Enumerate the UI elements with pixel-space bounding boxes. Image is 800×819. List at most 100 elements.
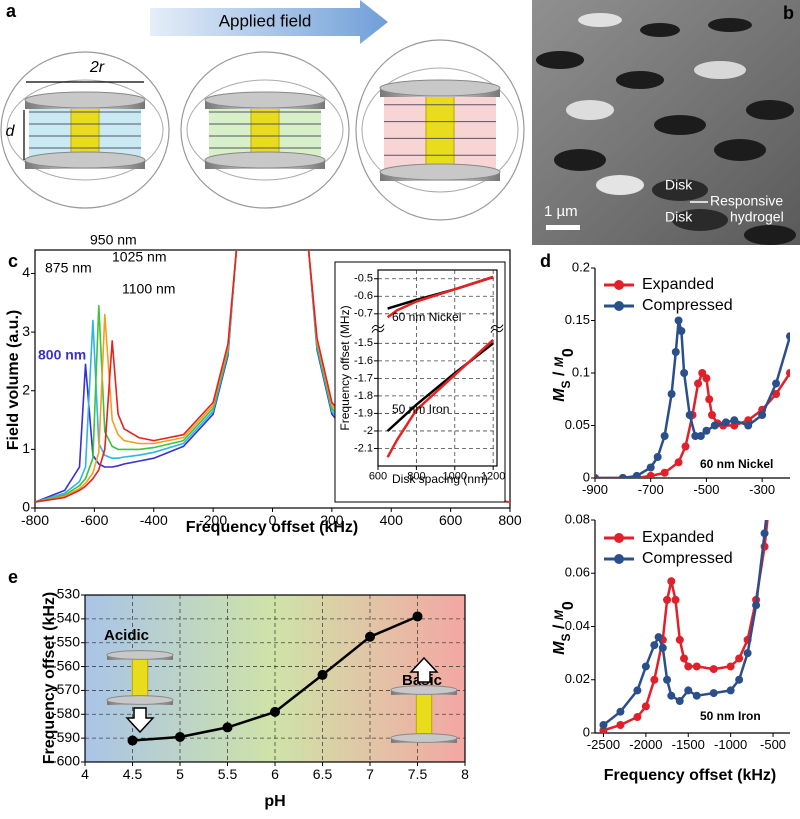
marker <box>685 411 694 419</box>
marker <box>702 426 711 435</box>
marker <box>708 411 716 419</box>
y-axis-label: Frequency offset (kHz) <box>41 592 58 764</box>
y-tick-label: -0.7 <box>354 308 373 320</box>
x-tick-label: 200 <box>320 512 344 528</box>
y-tick-label: -1.8 <box>354 390 373 402</box>
y-tick-label: 2 <box>22 381 30 397</box>
disk-face <box>390 733 458 743</box>
y-tick-label: -540 <box>52 610 80 626</box>
x-tick-label: 400 <box>380 512 404 528</box>
x-tick-label: 4.5 <box>123 766 143 782</box>
marker <box>709 689 718 698</box>
marker <box>696 432 705 440</box>
marker <box>616 721 625 730</box>
y-axis-label: MS / M0 <box>551 601 577 655</box>
sem-disk <box>652 179 708 201</box>
ph-arrow <box>125 707 155 734</box>
sem-disk <box>654 115 706 135</box>
marker <box>618 474 627 478</box>
marker <box>646 471 655 478</box>
marker <box>270 706 280 717</box>
marker <box>692 691 701 700</box>
marker <box>595 474 599 478</box>
y-tick-label: 0 <box>583 724 590 739</box>
x-tick-label: 0 <box>269 512 277 528</box>
sem-disk <box>596 175 644 195</box>
marker <box>735 675 744 684</box>
field-loop <box>355 39 525 221</box>
y-tick-label: -1.9 <box>354 407 373 419</box>
marker <box>752 601 761 610</box>
marker <box>616 707 625 716</box>
x-tick-label: 6 <box>271 766 279 782</box>
sem-disk <box>578 13 622 27</box>
x-tick-label: -1000 <box>714 737 747 752</box>
marker <box>222 722 233 733</box>
sem-disk <box>554 149 606 171</box>
marker <box>772 390 781 398</box>
marker <box>721 418 730 427</box>
marker <box>786 332 790 341</box>
x-tick-label: 1000 <box>443 470 467 482</box>
marker <box>599 721 608 730</box>
x-axis-label: pH <box>264 793 285 810</box>
annotation: 50 nm Iron <box>700 709 761 723</box>
legend-label: Compressed <box>642 297 733 314</box>
sem-disk <box>640 23 680 37</box>
plot-frame <box>84 594 466 763</box>
y-tick-label: 0.02 <box>565 671 590 686</box>
y-tick-label: 3 <box>22 323 30 339</box>
disk-face <box>379 163 501 181</box>
y-tick-label: 4 <box>22 264 30 280</box>
marker <box>744 421 753 430</box>
ph-arrow <box>409 656 439 683</box>
x-axis-label: Disk spacing (nm) <box>392 472 488 486</box>
marker <box>684 662 693 671</box>
marker <box>663 595 672 604</box>
y-tick-label: -590 <box>52 729 80 745</box>
series-label: 1025 nm <box>112 249 166 265</box>
sem-disk <box>616 71 664 89</box>
sem-disk <box>672 209 728 231</box>
y-tick-label: 0 <box>22 499 30 515</box>
series-line <box>386 338 495 458</box>
y-tick-label: -0.6 <box>354 290 373 302</box>
y-tick-label: 0.08 <box>565 511 590 526</box>
field-loop <box>0 51 170 209</box>
legend-label: Expanded <box>642 529 714 546</box>
plot-frame <box>377 269 498 467</box>
series-label: 950 nm <box>90 232 137 248</box>
marker <box>660 432 669 440</box>
marker <box>654 633 663 642</box>
x-tick-label: -900 <box>582 482 608 497</box>
series-line <box>595 319 790 478</box>
marker <box>641 662 650 671</box>
marker <box>710 421 719 430</box>
y-axis-label-part: S <box>559 633 573 641</box>
sem-disk <box>714 139 766 161</box>
marker <box>667 691 676 700</box>
y-tick-label: -1.5 <box>354 337 373 349</box>
marker <box>758 411 767 419</box>
y-axis-label: Frequency offset (MHz) <box>338 305 352 430</box>
marker <box>786 369 790 377</box>
y-tick-label: -600 <box>52 753 80 769</box>
marker <box>633 713 642 722</box>
marker <box>705 395 714 404</box>
y-tick-label: 0 <box>583 469 590 484</box>
disk-face <box>204 91 326 109</box>
sem-disk <box>536 51 584 69</box>
x-tick-label: 800 <box>498 512 522 528</box>
x-tick-label: -600 <box>80 512 108 528</box>
sem-disk <box>744 225 796 245</box>
field-arrow <box>150 0 388 44</box>
x-tick-label: -2500 <box>587 737 620 752</box>
marker <box>681 442 690 451</box>
marker <box>667 390 676 398</box>
x-axis-label: Frequency offset (kHz) <box>604 767 776 784</box>
panel-label: d <box>540 251 551 271</box>
marker <box>365 631 375 642</box>
x-axis-label: Frequency offset (kHz) <box>186 519 358 536</box>
hydrogel <box>425 87 455 173</box>
